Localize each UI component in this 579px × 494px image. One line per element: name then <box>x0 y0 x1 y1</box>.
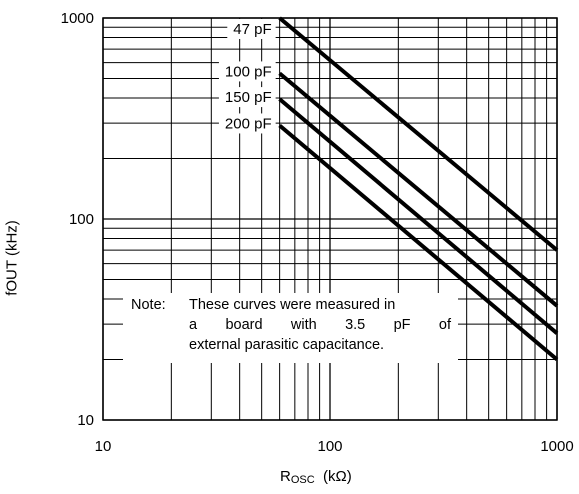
series-labels: 47 pF 100 pF 150 pF 200 pF <box>218 19 276 134</box>
series-label: 150 pF <box>225 89 272 106</box>
x-tick-label: 10 <box>95 438 112 455</box>
y-tick-label: 100 <box>69 211 94 228</box>
series-line <box>278 123 559 362</box>
x-tick-label: 100 <box>317 438 342 455</box>
y-tick-label: 10 <box>77 412 94 429</box>
tick-labels: 10 100 1000 1000 100 10 <box>61 10 574 455</box>
note-line-3: external parasitic capacitance. <box>189 337 385 353</box>
note-head: Note: <box>131 297 166 313</box>
series-lines <box>278 16 559 362</box>
series-label: 100 pF <box>225 63 272 80</box>
note-line-2: a board with 3.5 pF of <box>189 317 451 333</box>
series-label-bg <box>218 113 276 134</box>
note-line-1: These curves were measured in <box>189 297 396 313</box>
x-axis-label: ROSC (kΩ) <box>280 468 352 486</box>
y-axis-label: fOUT (kHz) <box>3 220 21 296</box>
series-label: 47 pF <box>233 21 271 38</box>
series-label-bg <box>218 87 276 108</box>
x-tick-label: 1000 <box>540 438 573 455</box>
grid <box>102 17 558 421</box>
x-axis-label-sub: OSC <box>290 474 315 486</box>
series-line <box>278 71 559 308</box>
series-line <box>278 97 559 335</box>
series-line <box>278 16 559 252</box>
note-text: These curves were measured in a board wi… <box>189 295 451 355</box>
plot-frame <box>102 17 558 421</box>
series-label: 200 pF <box>225 115 272 132</box>
x-axis-label-unit: (kΩ) <box>323 468 352 485</box>
x-axis-label-main: R <box>280 468 291 485</box>
note-box: Note: These curves were measured in a bo… <box>123 293 458 363</box>
y-tick-label: 1000 <box>61 10 94 27</box>
series-label-bg <box>218 61 276 82</box>
series-label-bg <box>227 19 276 39</box>
